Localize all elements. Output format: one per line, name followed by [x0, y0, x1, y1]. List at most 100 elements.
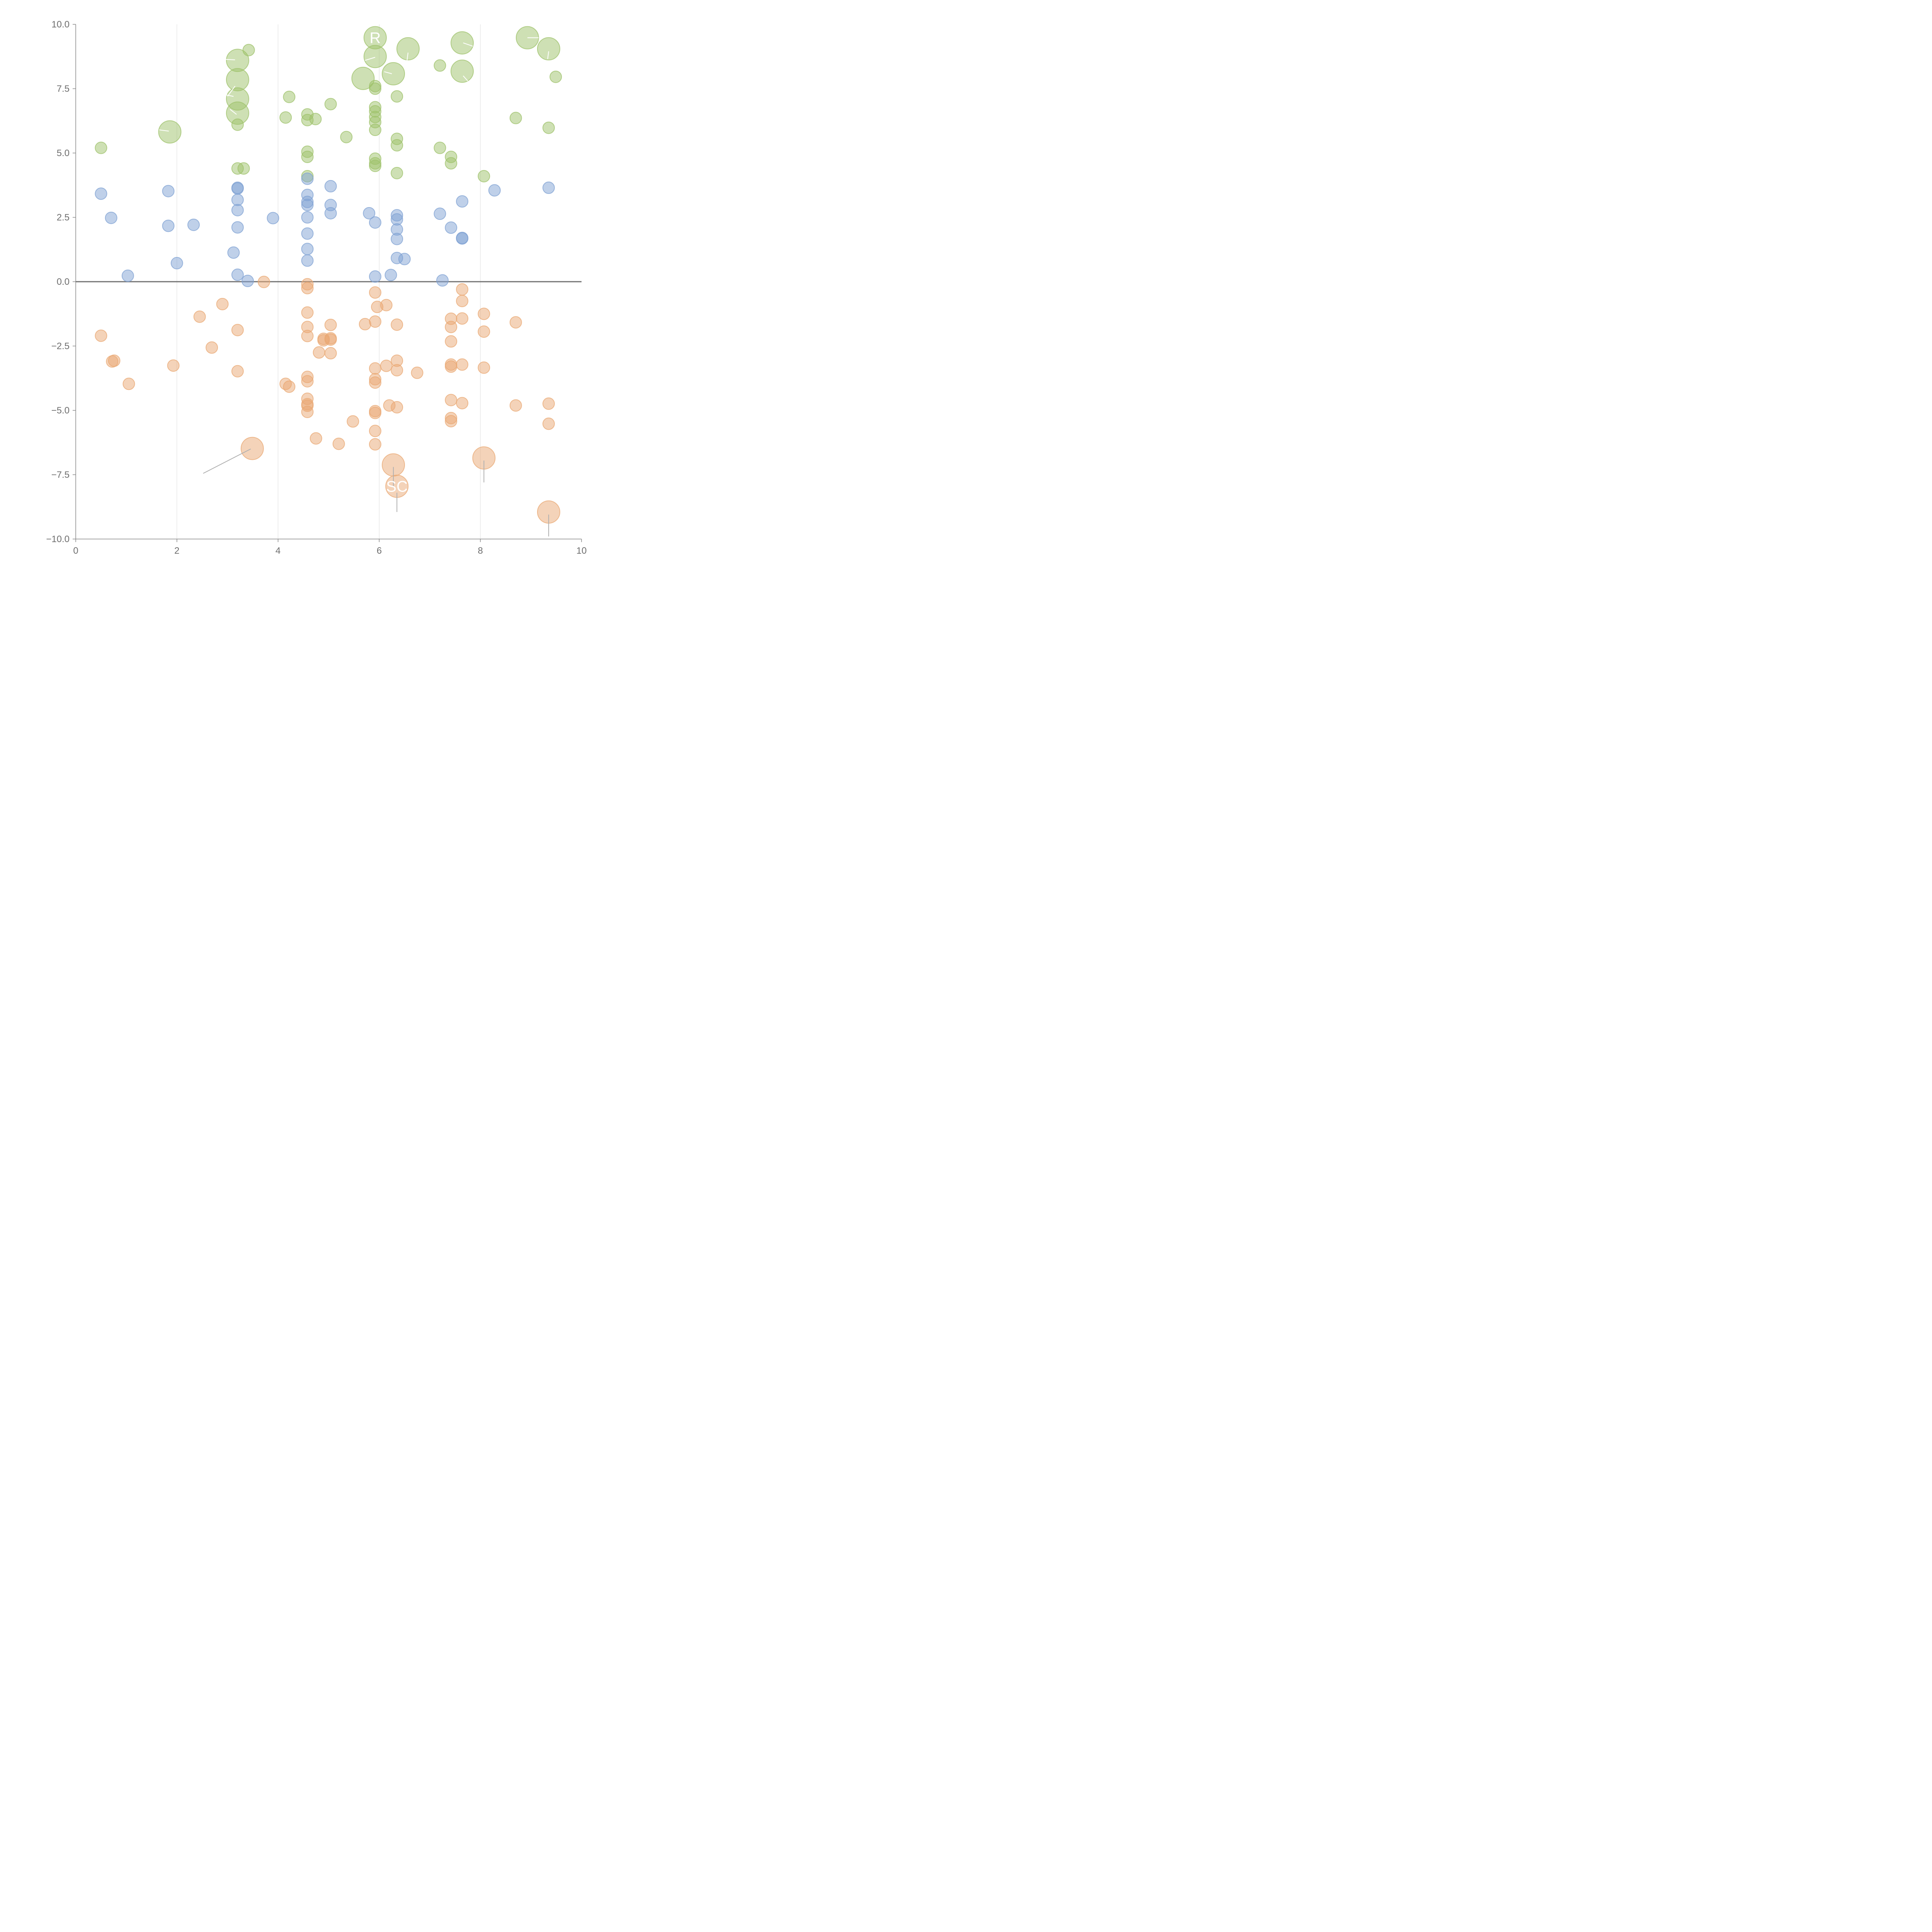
- orange-point: [445, 394, 457, 406]
- blue-point: [445, 221, 457, 234]
- leader-line: [203, 449, 251, 474]
- orange-point: [456, 294, 469, 307]
- orange-point: [542, 417, 555, 430]
- blue-point: [488, 184, 501, 197]
- orange-point: [369, 286, 381, 299]
- orange-point: [542, 397, 555, 410]
- scatter-chart: 10.07.55.02.50.0−2.5−5.0−7.5−10.00 2 4 6 8 10…: [46, 19, 587, 556]
- orange-point: [380, 359, 393, 372]
- y-tick-label: −2.5: [51, 341, 70, 352]
- x-tick-label: 8: [478, 546, 483, 556]
- orange-point: [301, 405, 314, 418]
- orange-point: [391, 401, 403, 414]
- blue-point: [231, 221, 244, 234]
- orange-point: [359, 318, 371, 330]
- blue-point: [227, 246, 240, 259]
- green-point: [369, 160, 381, 172]
- orange-point: [231, 365, 244, 378]
- blue-point: [301, 227, 314, 240]
- blue-point: [301, 243, 314, 255]
- annotation-label: R: [369, 30, 381, 47]
- orange-point: [478, 308, 490, 320]
- orange-point: [456, 397, 469, 410]
- x-tick-label: 4: [276, 546, 281, 556]
- green-point: [351, 66, 375, 90]
- orange-point: [193, 310, 206, 323]
- orange-point: [206, 341, 218, 354]
- blue-point: [267, 212, 279, 224]
- orange-point: [310, 432, 322, 445]
- x-tick-label: 0: [73, 546, 78, 556]
- leader-line: [230, 109, 237, 115]
- leader-line: [406, 53, 409, 61]
- green-point: [324, 98, 337, 111]
- orange-point: [478, 325, 490, 338]
- blue-point: [301, 199, 314, 211]
- y-tick-label: 7.5: [57, 84, 70, 94]
- green-point: [445, 157, 457, 170]
- blue-point: [456, 195, 469, 208]
- green-point: [369, 82, 381, 95]
- green-point: [537, 37, 560, 61]
- leader-line: [227, 86, 236, 97]
- blue-point: [363, 207, 376, 219]
- orange-point: [95, 329, 107, 342]
- leader-line: [463, 75, 468, 82]
- green-point: [369, 124, 381, 136]
- green-point: [434, 141, 446, 154]
- green-point: [158, 120, 182, 144]
- green-point: [391, 90, 403, 103]
- blue-point: [231, 269, 244, 281]
- blue-point: [456, 232, 469, 245]
- blue-point: [398, 253, 411, 265]
- blue-point: [434, 207, 446, 220]
- orange-point: [301, 330, 314, 342]
- blue-point: [231, 194, 244, 206]
- orange-point: [301, 306, 314, 319]
- orange-point: [445, 335, 457, 348]
- orange-point: [324, 333, 337, 346]
- leader-line: [463, 43, 473, 47]
- blue-point: [301, 254, 314, 267]
- orange-point: [324, 347, 337, 360]
- leader-line: [159, 129, 169, 132]
- orange-point: [509, 316, 522, 329]
- green-point: [509, 112, 522, 124]
- orange-point: [369, 315, 381, 328]
- green-point: [363, 45, 387, 68]
- blue-point: [436, 274, 449, 287]
- orange-point: [257, 276, 270, 288]
- orange-point: [411, 366, 423, 379]
- green-point: [391, 139, 403, 152]
- y-tick-label: 10.0: [51, 19, 70, 30]
- leader-line: [547, 51, 549, 60]
- orange-point: [231, 324, 244, 337]
- leader-line: [365, 57, 376, 61]
- orange-point: [108, 354, 121, 367]
- blue-point: [187, 218, 200, 231]
- green-point: [451, 60, 474, 83]
- y-tick-label: 2.5: [57, 213, 70, 223]
- green-point: [451, 31, 474, 54]
- leader-line: [384, 71, 392, 74]
- orange-point: [391, 318, 403, 331]
- green-point: [237, 162, 250, 175]
- orange-point: [313, 346, 325, 359]
- green-point: [549, 70, 562, 83]
- blue-point: [105, 211, 117, 224]
- orange-point: [369, 438, 381, 451]
- blue-point: [324, 180, 337, 192]
- orange-point: [478, 361, 490, 374]
- green-point: [279, 111, 292, 124]
- y-tick-label: −7.5: [51, 470, 70, 480]
- blue-point: [95, 187, 107, 200]
- orange-point: [347, 415, 359, 428]
- blue-point: [231, 204, 244, 216]
- leader-lines: [159, 37, 549, 537]
- blue-point: [231, 182, 244, 195]
- orange-point: [369, 376, 381, 389]
- y-tick-label: 0.0: [57, 277, 70, 287]
- green-point: [382, 62, 405, 85]
- green-point: [231, 118, 244, 131]
- green-point: [396, 37, 420, 61]
